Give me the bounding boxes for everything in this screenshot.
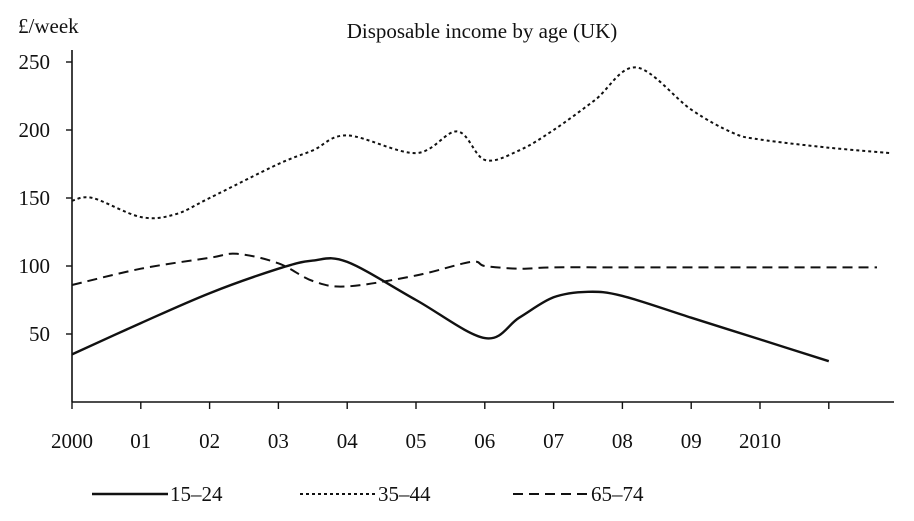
x-tick-label: 05: [406, 429, 427, 453]
x-tick-label: 08: [612, 429, 633, 453]
x-tick-label: 09: [681, 429, 702, 453]
legend: 15–24 35–44 65–74: [92, 482, 644, 506]
y-ticks: 50 100 150 200 250: [19, 50, 72, 346]
legend-label-1: 15–24: [170, 482, 223, 506]
chart-title: Disposable income by age (UK): [347, 19, 618, 43]
x-tick-label: 2010: [739, 429, 781, 453]
x-tick-label: 06: [474, 429, 495, 453]
legend-label-3: 65–74: [591, 482, 644, 506]
y-tick-label: 150: [19, 186, 51, 210]
y-tick-label: 100: [19, 254, 51, 278]
y-axis-label: £/week: [18, 14, 79, 38]
y-tick-label: 200: [19, 118, 51, 142]
series-line-1: [71, 257, 830, 363]
x-tick-label: 2000: [51, 429, 93, 453]
legend-label-2: 35–44: [378, 482, 431, 506]
y-tick-label: 250: [19, 50, 51, 74]
x-ticks: 2000 01 02 03 04 05 06 07 08 09 2010: [51, 402, 830, 453]
x-tick-label: 07: [543, 429, 564, 453]
series-line-2: [71, 66, 891, 220]
x-tick-label: 02: [199, 429, 220, 453]
y-tick-label: 50: [29, 322, 50, 346]
series-line-3: [71, 252, 877, 288]
series-lines: [71, 66, 891, 363]
x-tick-label: 04: [337, 429, 359, 453]
x-tick-label: 01: [130, 429, 151, 453]
x-tick-label: 03: [268, 429, 289, 453]
